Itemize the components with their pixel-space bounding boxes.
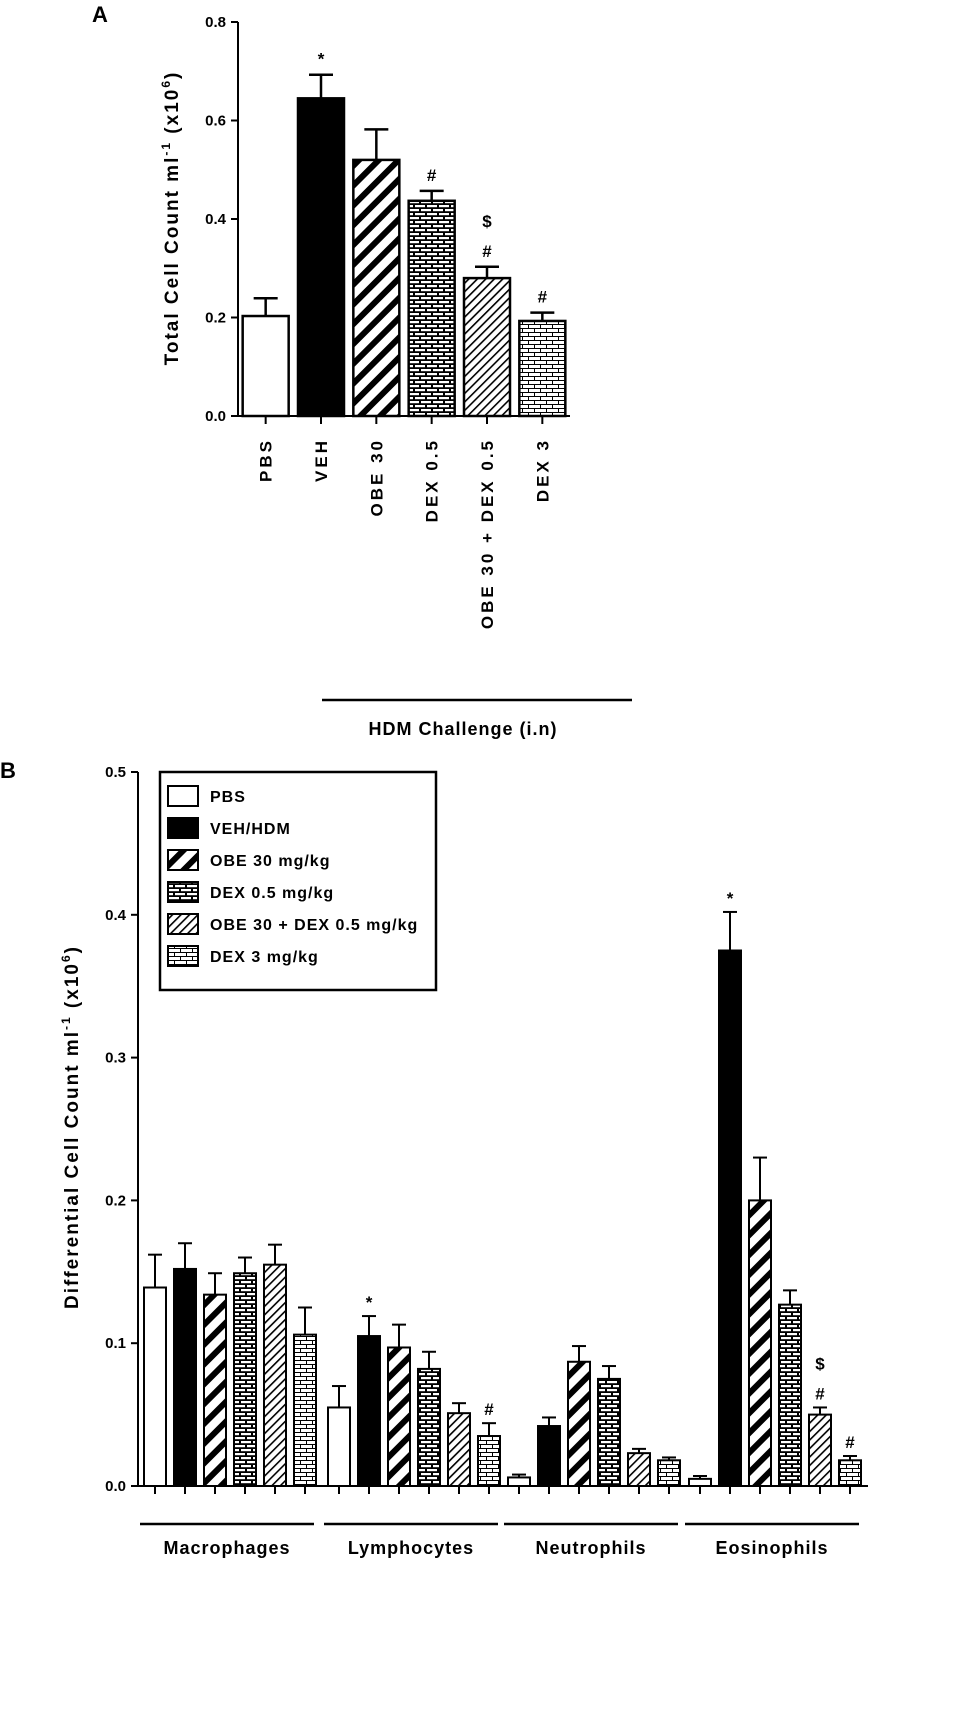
panel-a-significance-mark: * — [318, 50, 325, 69]
panel-a-y-axis-title: Total Cell Count ml-1 (x106) — [159, 71, 183, 366]
panel-a-significance-mark: # — [482, 242, 492, 261]
panel-b-bar — [688, 1477, 712, 1487]
panel-b-bar — [263, 1263, 287, 1488]
panel-a-y-tick-label: 0.4 — [205, 211, 227, 228]
panel-b-significance-mark: # — [815, 1384, 825, 1403]
panel-b-category-label: Lymphocytes — [348, 1538, 474, 1558]
panel-a-bar — [462, 276, 512, 418]
panel-a-label: A — [92, 2, 108, 27]
panel-b-bar — [327, 1406, 351, 1487]
legend-swatch — [167, 785, 199, 807]
panel-b-bar — [657, 1459, 681, 1488]
panel-a-bar — [352, 158, 401, 418]
legend-swatch — [167, 849, 199, 871]
panel-a-group-label: HDM Challenge (i.n) — [369, 719, 558, 739]
legend-label: OBE 30 mg/kg — [210, 853, 330, 870]
panel-b-bar — [417, 1367, 441, 1488]
panel-b-category-label: Macrophages — [163, 1538, 290, 1558]
panel-b-label: B — [0, 758, 16, 783]
panel-a-bar — [518, 319, 567, 418]
panel-b-y-tick-label: 0.1 — [105, 1335, 126, 1352]
panel-a-bars: * # # $ # — [241, 50, 567, 418]
panel-b-bar — [537, 1425, 561, 1488]
panel-a-category-label: PBS — [257, 438, 276, 482]
panel-b-bar — [387, 1346, 411, 1488]
panel-b-y-tick-label: 0.4 — [105, 907, 127, 924]
panel-a-bar — [241, 314, 290, 418]
panel-a-y-tick-label: 0.6 — [205, 113, 226, 130]
panel-b-significance-mark: # — [484, 1400, 494, 1419]
legend-label: DEX 0.5 mg/kg — [210, 885, 334, 902]
legend-label: VEH/HDM — [210, 821, 291, 838]
panel-b-y-tick-label: 0.5 — [105, 764, 126, 781]
legend-swatch — [167, 945, 199, 967]
panel-b-bar — [357, 1335, 381, 1488]
panel-b-category-label: Neutrophils — [535, 1538, 646, 1558]
panel-a-bar — [296, 97, 346, 418]
panel-b-bar — [143, 1286, 167, 1488]
panel-b-bar — [567, 1360, 591, 1488]
panel-b-bar — [173, 1267, 197, 1487]
legend-label: DEX 3 mg/kg — [210, 949, 319, 966]
legend-swatch — [167, 913, 199, 935]
panel-a-significance-mark: # — [538, 288, 548, 307]
panel-a-category-label: DEX 3 — [533, 438, 552, 502]
panel-b-bar — [203, 1293, 227, 1487]
panel-b-bar — [293, 1333, 317, 1487]
panel-b-bar — [477, 1435, 501, 1488]
panel-a-bar — [407, 199, 456, 418]
legend-swatch — [167, 881, 199, 903]
panel-b-bars: * # * # $ # — [143, 889, 862, 1488]
panel-b-category-label: Eosinophils — [715, 1538, 828, 1558]
legend-swatch — [167, 817, 199, 839]
panel-a-y-axis: 0.0 0.2 0.4 0.6 0.8 — [205, 14, 239, 425]
panel-b-y-tick-label: 0.3 — [105, 1050, 126, 1067]
panel-b-y-tick-label: 0.0 — [105, 1478, 126, 1495]
panel-b-bar — [627, 1452, 651, 1488]
panel-a-y-tick-label: 0.2 — [205, 310, 226, 327]
panel-b-bar — [838, 1459, 862, 1488]
panel-b-significance-mark: * — [727, 889, 734, 908]
legend-box — [158, 770, 438, 992]
panel-b-legend: PBS VEH/HDM OBE 30 mg/kg DEX 0.5 mg/kg OBE 3… — [158, 770, 438, 992]
panel-a-significance-mark: $ — [482, 212, 492, 231]
panel-b-significance-mark: * — [366, 1293, 373, 1312]
panel-b-y-axis-title: Differential Cell Count ml-1 (x106) — [59, 945, 83, 1309]
panel-b-bar — [718, 949, 742, 1487]
panel-a-y-tick-label: 0.8 — [205, 14, 226, 31]
panel-b-significance-mark: $ — [815, 1354, 825, 1373]
panel-b-significance-mark: # — [845, 1433, 855, 1452]
panel-b-y-axis: 0.0 0.1 0.2 0.3 0.4 0.5 — [105, 764, 139, 1495]
panel-b-bar — [447, 1412, 471, 1487]
panel-b-bar — [507, 1476, 531, 1488]
panel-b-bar — [748, 1199, 772, 1488]
legend-label: PBS — [210, 789, 246, 806]
legend-label: OBE 30 + DEX 0.5 mg/kg — [210, 917, 418, 934]
panel-a-category-label: VEH — [312, 438, 331, 482]
panel-a-x-axis: PBS VEH OBE 30 DEX 0.5 OBE 30 + DEX 0.5 DEX 3 — [238, 415, 570, 629]
panel-a-significance-mark: # — [427, 166, 437, 185]
panel-a-category-label: OBE 30 — [367, 438, 386, 516]
panel-a-category-label: DEX 0.5 — [423, 438, 442, 522]
panel-b-bar — [778, 1303, 802, 1488]
panel-a-y-tick-label: 0.0 — [205, 408, 226, 425]
panel-b-x-axis: Macrophages Lymphocytes Neutrophils Eosinop… — [138, 1485, 868, 1558]
panel-b-bar — [808, 1413, 832, 1487]
panel-b-bar — [597, 1377, 621, 1488]
panel-a-category-label: OBE 30 + DEX 0.5 — [478, 438, 497, 629]
panel-b-y-tick-label: 0.2 — [105, 1192, 126, 1209]
panel-b-bar — [233, 1272, 257, 1488]
